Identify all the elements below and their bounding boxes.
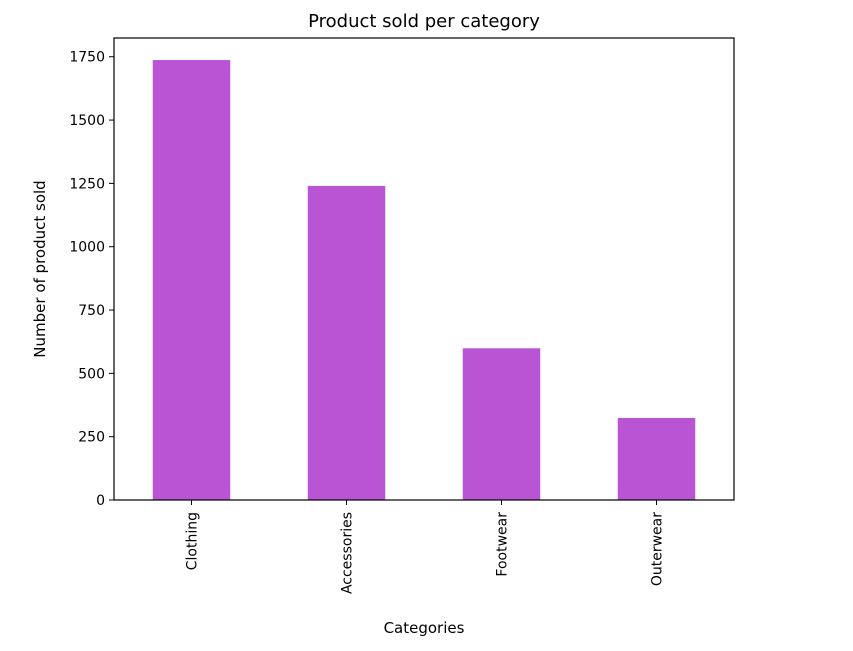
plot-area-frame	[113, 37, 735, 501]
y-tick-label: 1000	[69, 240, 105, 256]
x-tick-label: Footwear	[495, 512, 511, 577]
bar-footwear	[462, 348, 541, 500]
y-tick-label: 250	[78, 430, 105, 446]
x-tick-label: Accessories	[340, 512, 356, 594]
bar-outerwear	[617, 417, 696, 500]
x-tick-label: Clothing	[185, 512, 201, 570]
y-tick-label: 500	[78, 366, 105, 382]
x-ticks-layer: Clothing Accessories Footwear Outerwear	[185, 500, 666, 594]
chart-title: Product sold per category	[308, 11, 540, 32]
y-ticks-layer: 0 250 500 750 1000 1250 1500 1750	[69, 50, 114, 509]
y-tick-label: 1250	[69, 176, 105, 192]
bar-accessories	[307, 185, 386, 500]
y-axis-label: Number of product sold	[31, 180, 49, 357]
y-tick-label: 750	[78, 303, 105, 319]
x-axis-label: Categories	[384, 619, 465, 637]
y-tick-label: 1750	[69, 50, 105, 66]
bar-clothing	[152, 60, 231, 500]
y-tick-label: 1500	[69, 113, 105, 129]
y-tick-label: 0	[96, 493, 105, 509]
x-tick-label: Outerwear	[650, 512, 666, 586]
bars-layer	[152, 60, 696, 500]
